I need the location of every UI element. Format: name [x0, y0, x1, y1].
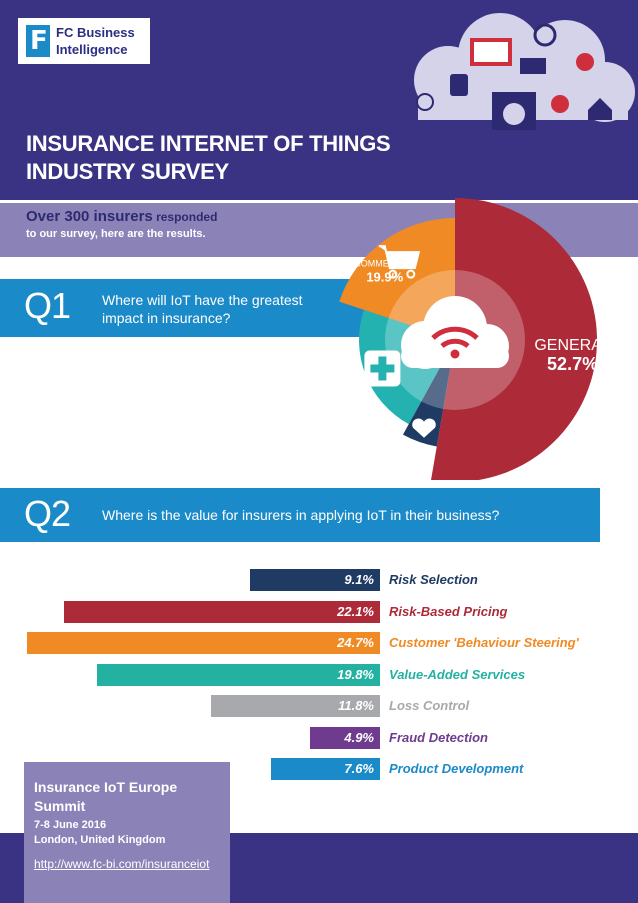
pie-slice-general [431, 198, 597, 480]
pie-label-health: HEALTH [327, 406, 381, 422]
intro-subline: to our survey, here are the results. [26, 228, 206, 240]
q2-number: Q2 [24, 493, 71, 534]
bar-4 [96, 663, 380, 686]
bar-3 [26, 632, 380, 654]
bar-5 [211, 695, 380, 717]
summit-date: 7-8 June 2016 London, United Kingdom [34, 819, 166, 846]
pie-value-general: 52.7% [547, 354, 598, 374]
pie-slice-commercial [339, 218, 455, 340]
intro-headline: Over 300 insurers responded [26, 208, 218, 225]
bar-value: 24.7% [337, 635, 374, 650]
wifi-cloud-icon [385, 270, 525, 410]
bar-value: 7.6% [344, 761, 374, 776]
q1-question: Where will IoT have the greatest impact … [102, 292, 303, 326]
q1-number: Q1 [24, 285, 71, 326]
pie-label-general: GENERAL [534, 337, 611, 354]
pie-value-health: 22.1% [333, 423, 376, 440]
logo-text: FC Business Intelligence [56, 25, 135, 57]
bar-label: Fraud Detection [389, 729, 488, 745]
logo: F FC Business Intelligence [18, 18, 150, 64]
bar-value: 19.8% [337, 666, 374, 682]
pie-label-life: LIFE [404, 465, 423, 475]
page-title: INSURANCE INTERNET OF THINGS INDUSTRY SU… [26, 131, 391, 184]
pie-label-commercial: COMMERCIAL [354, 259, 415, 269]
iot-devices-cloud-icon [414, 13, 635, 130]
bar-7 [271, 758, 380, 780]
bar-value: 4.9% [344, 729, 374, 745]
bar-value: 22.1% [337, 603, 374, 619]
logo-mark: F [26, 25, 50, 57]
bar-1 [249, 569, 380, 591]
summit-title: Insurance IoT Europe Summit [34, 779, 178, 814]
shopping-cart-icon [378, 245, 421, 279]
pie-value-commercial: 19.9% [366, 270, 403, 285]
heart-icon [412, 418, 436, 438]
summit-link[interactable]: http://www.fc-bi.com/insuranceiot [34, 857, 210, 871]
bar-label: Value-Added Services [389, 666, 526, 682]
medical-cross-icon [364, 350, 401, 387]
bar-label: Customer 'Behaviour Steering' [389, 635, 579, 650]
bar-2 [63, 600, 380, 623]
q2-band [0, 488, 600, 542]
pie-value-life: 5.3% [403, 476, 424, 480]
bar-label: Product Development [389, 761, 524, 776]
bar-label: Risk Selection [389, 572, 478, 587]
bar-6 [309, 726, 380, 749]
bar-label: Loss Control [389, 698, 470, 713]
summit-box: Insurance IoT Europe Summit 7-8 June 201… [24, 762, 230, 903]
bar-value: 9.1% [344, 572, 374, 587]
bar-value: 11.8% [338, 698, 374, 713]
q2-question: Where is the value for insurers in apply… [102, 507, 500, 523]
bar-label: Risk-Based Pricing [389, 603, 508, 619]
